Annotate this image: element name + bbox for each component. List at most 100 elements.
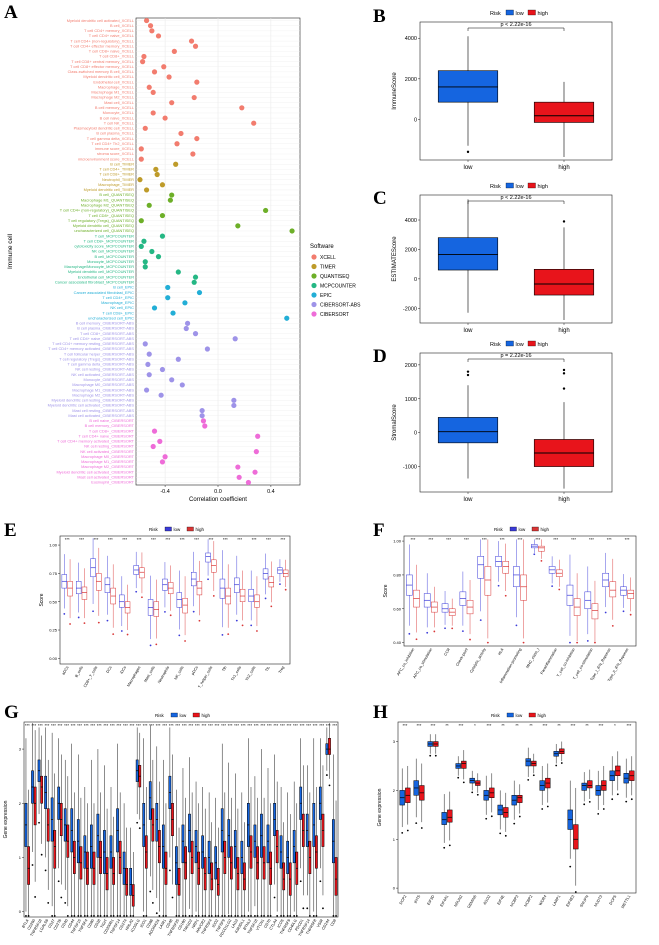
dotplot-point	[196, 289, 203, 296]
boxplot-g-box	[53, 830, 57, 869]
boxplot-g-significance: ***	[247, 723, 252, 728]
boxplot-f-outlier	[551, 585, 554, 587]
boxplot-e-box	[234, 577, 240, 593]
dotplot-category-label: T cell CD4+ naive_CIBERSORT-ABS	[70, 336, 135, 341]
boxplot-e-legend-title: Risk	[149, 527, 158, 532]
panel-label-c: C	[373, 188, 387, 209]
dotplot-category-label: Macrophage M2_CIBERSORT	[81, 464, 135, 469]
dotplot-category-label: T cell CD8+_CIBERSORT-ABS	[80, 331, 134, 336]
boxplot-g-box	[112, 857, 115, 885]
boxplot-c-xtick-label: low	[463, 328, 473, 334]
boxplot-g-legend-swatch	[170, 712, 178, 718]
dotplot-point	[202, 423, 208, 429]
boxplot-g-outlier	[332, 915, 335, 917]
boxplot-h-significance: **	[501, 723, 505, 728]
dotplot-category-label: T cell CD8+_CIBERSORT	[89, 428, 135, 433]
boxplot-g-outlier	[25, 915, 27, 917]
dotplot-point	[140, 59, 146, 65]
dotplot-point	[289, 228, 295, 234]
boxplot-b-legend-title: Risk	[490, 11, 501, 17]
boxplot-h-ylabel: Gene expression	[377, 788, 383, 826]
boxplot-f-outlier	[540, 559, 543, 562]
boxplot-g-outlier	[263, 915, 265, 917]
boxplot-e-significance: ***	[223, 537, 228, 542]
boxplot-g-outlier	[99, 915, 102, 917]
boxplot-e-box	[262, 568, 269, 580]
dotplot-point	[190, 151, 196, 157]
boxplot-g-outlier	[93, 915, 95, 917]
boxplot-h-outlier	[504, 834, 507, 837]
boxplot-d-ytick-label: -1000	[403, 465, 417, 471]
dotplot-point	[150, 110, 156, 116]
boxplot-e-legend-swatch	[164, 526, 172, 532]
boxplot-g-box	[148, 781, 152, 820]
boxplot-h-legend-title: Risk	[491, 713, 500, 718]
boxplot-c-ytick-label: 4000	[405, 218, 417, 224]
boxplot-g-outlier	[306, 907, 309, 910]
boxplot-f-outlier	[451, 627, 454, 630]
boxplot-g-xtick-label: TNFSF14	[110, 919, 122, 935]
dotplot-point	[183, 325, 189, 332]
boxplot-g-box	[216, 868, 220, 896]
dotplot-category-label: Macrophage/Monocyte_MCPCOUNTER	[64, 264, 134, 269]
dotplot-point	[143, 17, 150, 24]
dotplot-point	[192, 331, 199, 337]
boxplot-g-xtick-label: TNFSF4	[78, 919, 89, 933]
boxplot-e-outlier	[120, 630, 123, 632]
boxplot-g-xtick-label: CD40LG	[287, 918, 298, 933]
dotplot-point	[145, 361, 151, 368]
boxplot-g-outlier	[103, 915, 106, 917]
boxplot-g-significance: ***	[77, 723, 82, 728]
boxplot-g-outlier	[175, 915, 178, 917]
boxplot-e-box	[81, 586, 88, 600]
dotplot-category-label: Class-switched memory B cell_XCELL	[68, 69, 135, 74]
dotplot-category-label: T cell CD8+_EPIC	[102, 310, 134, 315]
boxplot-c-box	[533, 268, 595, 296]
boxplot-c-legend-swatch	[505, 182, 514, 189]
boxplot-g-outlier	[142, 915, 145, 917]
boxplot-b-ytick-label: 4000	[405, 36, 417, 42]
dotplot-category-label: T cell_MCPCOUNTER	[95, 233, 134, 238]
boxplot-h-xtick-label: GEMIN5	[467, 895, 478, 910]
boxplot-g-outlier	[83, 915, 86, 917]
boxplot-h-box	[517, 795, 523, 803]
panel-label-b: B	[373, 6, 386, 27]
boxplot-f-significance: ***	[553, 537, 558, 542]
boxplot-g-box	[129, 868, 132, 896]
boxplot-b-legend-swatch	[505, 9, 514, 16]
boxplot-e-outlier	[97, 621, 100, 624]
boxplot-g-outlier	[97, 915, 99, 917]
boxplot-g-xtick-label: CD8	[330, 919, 337, 928]
boxplot-h-outlier	[602, 808, 605, 810]
dotplot-legend-label: XCELL	[320, 255, 336, 261]
boxplot-g-outlier	[106, 915, 108, 917]
boxplot-e-box	[211, 559, 217, 573]
boxplot-f-box	[627, 589, 634, 599]
dotplot-point	[235, 223, 241, 229]
boxplot-f-outlier	[622, 610, 625, 613]
boxplot-h-significance: **	[515, 723, 519, 728]
dotplot-point	[169, 377, 175, 383]
boxplot-g-outlier	[234, 915, 237, 917]
boxplot-e-significance: ***	[108, 537, 113, 542]
dotplot-point	[155, 254, 162, 260]
boxplot-e-significance: ***	[65, 537, 70, 542]
boxplot-g-xtick-label: CD48	[165, 919, 173, 929]
boxplot-e-significance: ***	[237, 537, 242, 542]
boxplot-g-outlier	[293, 915, 296, 917]
boxplot-g-outlier	[273, 896, 276, 899]
boxplot-g-xtick-label: LAIR1	[158, 919, 167, 930]
boxplot-e-xtick-label: DCs	[106, 665, 113, 673]
boxplot-f-outlier	[611, 624, 614, 627]
boxplot-h-outlier	[625, 800, 628, 803]
boxplot-h-outlier	[490, 815, 493, 818]
boxplot-e-xtick-label: pDCs	[191, 665, 199, 675]
dotplot-category-label: Mast cell activated_CIBERSORT-ABS	[68, 413, 134, 418]
dotplot-point	[137, 177, 143, 183]
dotplot-legend-label: QUANTISEQ	[320, 274, 350, 280]
dotplot-point	[199, 407, 205, 414]
boxplot-g-xtick-label: TNFSF9	[215, 919, 226, 933]
dotplot-category-label: B cell naive_CIBERSORT	[89, 418, 134, 423]
boxplot-g-outlier	[70, 915, 73, 917]
boxplot-g-box	[334, 857, 338, 896]
